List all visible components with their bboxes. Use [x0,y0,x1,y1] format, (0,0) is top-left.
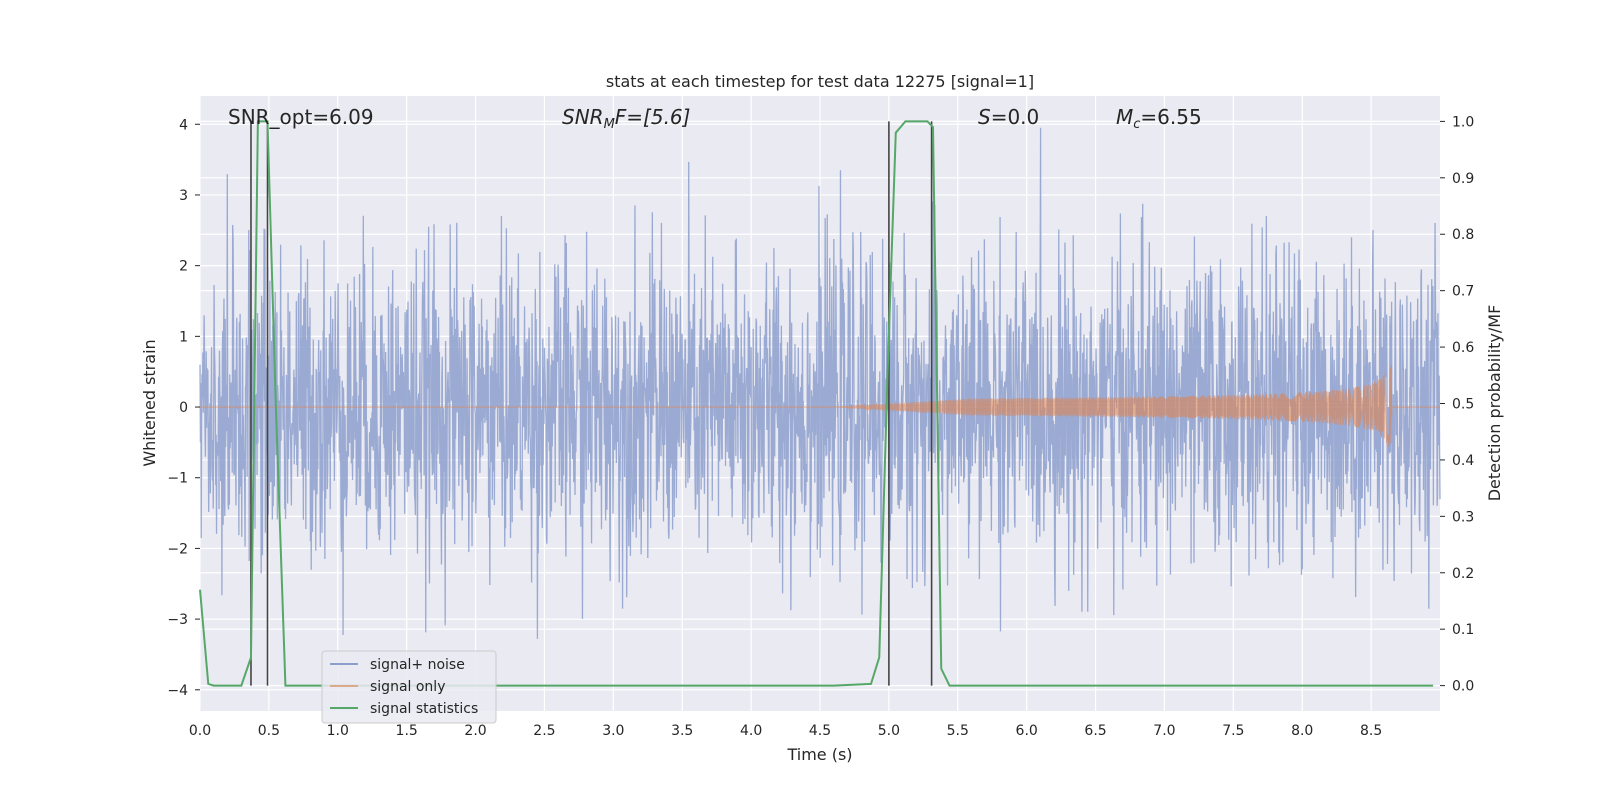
annotation-snr-mf: SNRMF=[5.6] [562,105,690,132]
signal-trace [200,364,1440,448]
annotation-s-var: S [978,105,991,129]
y-tick-label: −3 [167,612,188,628]
x-tick-label: 7.0 [1153,723,1175,739]
x-tick-label: 5.5 [947,723,969,739]
y2-axis-label: Detection probability/MF [1485,305,1504,502]
annotation-snr-mf-sub: M [604,117,615,132]
y2-tick-label: 0.4 [1452,453,1474,469]
y2-tick-label: 1.0 [1452,114,1474,130]
y-tick-label: 4 [179,117,188,133]
x-axis-label: Time (s) [786,745,852,764]
legend: signal+ noise signal only signal statist… [321,650,497,724]
y2-tick-label: 0.6 [1452,340,1474,356]
annotation-s-rest: =0.0 [991,105,1040,129]
noise-trace [199,127,1441,639]
y2-tick-label: 0.1 [1452,622,1474,638]
x-tick-label: 3.5 [671,723,693,739]
x-tick-label: 5.0 [878,723,900,739]
legend-box [321,650,497,724]
x-tick-label: 0.0 [189,723,211,739]
y2-tick-label: 0.7 [1452,284,1474,300]
y2-tick-label: 0.8 [1452,227,1474,243]
x-tick-label: 2.5 [533,723,555,739]
annotation-snr-opt: SNR_opt=6.09 [228,105,374,129]
y2-tick-label: 0.2 [1452,566,1474,582]
x-axis-ticks: 0.0 0.5 1.0 1.5 2.0 2.5 3.0 3.5 4.0 4.5 5.0 5.5 6.0 6… [189,723,1382,739]
x-tick-label: 4.5 [809,723,831,739]
x-tick-label: 2.0 [464,723,486,739]
x-tick-label: 3.0 [602,723,624,739]
y-axis-label: Whitened strain [140,339,159,466]
y-tick-label: −2 [167,541,188,557]
y2-tick-label: 0.0 [1452,679,1474,695]
legend-label-signal-only: signal only [370,679,445,695]
y-tick-label: −4 [167,683,188,699]
annotation-mc-var: M [1116,105,1133,129]
series-signal-noise [199,127,1441,639]
y-tick-label: 2 [179,259,188,275]
x-tick-label: 1.5 [396,723,418,739]
x-tick-label: 8.0 [1291,723,1313,739]
y2-tick-label: 0.9 [1452,171,1474,187]
annotation-mc-sub: c [1133,117,1140,132]
chart-title: stats at each timestep for test data 122… [606,72,1034,91]
x-tick-label: 6.0 [1016,723,1038,739]
x-tick-label: 4.0 [740,723,762,739]
annotation-mc-rest: =6.55 [1140,105,1201,129]
annotation-s: S=0.0 [978,105,1039,129]
y-tick-label: 1 [179,329,188,345]
x-tick-label: 6.5 [1084,723,1106,739]
y-tick-label: 3 [179,188,188,204]
y-axis-ticks: 4 3 2 1 0 −1 −2 −3 −4 [167,117,200,699]
x-tick-label: 7.5 [1222,723,1244,739]
y-tick-label: 0 [179,400,188,416]
y2-tick-label: 0.5 [1452,397,1474,413]
y2-axis-ticks: 1.0 0.9 0.8 0.7 0.6 0.5 0.4 0.3 0.2 0.1 0.0 [1440,114,1474,695]
series-signal-only [200,364,1440,448]
x-tick-label: 0.5 [258,723,280,739]
annotation-snr-mf-rest: F=[5.6] [615,105,691,129]
legend-label-signal-noise: signal+ noise [370,657,465,673]
statistics-trace [199,120,1434,687]
x-tick-label: 8.5 [1360,723,1382,739]
legend-label-signal-statistics: signal statistics [370,701,478,717]
x-tick-label: 1.0 [327,723,349,739]
y2-tick-label: 0.3 [1452,509,1474,525]
series-signal-statistics [199,120,1434,687]
y-tick-label: −1 [167,471,188,487]
annotation-snr-mf-base: SNR [562,105,604,129]
annotation-mc: Mc=6.55 [1116,105,1202,132]
